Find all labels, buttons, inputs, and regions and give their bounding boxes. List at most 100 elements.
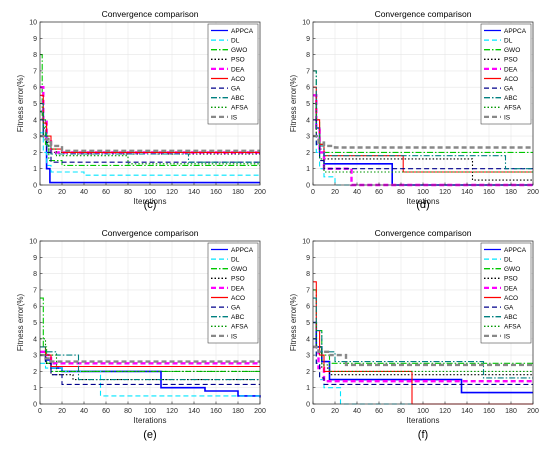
legend-label: ACO — [231, 76, 245, 83]
y-tick-label: 7 — [306, 68, 310, 75]
x-axis-label: Iterations — [407, 197, 440, 206]
series-line-dl — [40, 132, 260, 176]
x-tick-label: 120 — [439, 408, 451, 415]
y-tick-label: 4 — [33, 117, 37, 124]
y-tick-label: 1 — [306, 385, 310, 392]
series-line-gwo — [313, 289, 533, 364]
y-tick-label: 4 — [33, 336, 37, 343]
x-tick-label: 40 — [353, 189, 361, 196]
legend-label: IS — [231, 114, 238, 121]
x-axis-label: Iterations — [134, 197, 167, 206]
series-line-is — [313, 134, 533, 149]
y-tick-label: 9 — [33, 255, 37, 262]
legend: APPCA DL GWO PSO DEA ACO GA ABC AFSA IS — [207, 23, 259, 125]
x-tick-label: 20 — [331, 408, 339, 415]
legend-label: GWO — [504, 47, 520, 54]
y-tick-label: 1 — [33, 166, 37, 173]
y-tick-label: 7 — [33, 68, 37, 75]
series-line-afsa — [313, 321, 533, 372]
x-tick-label: 80 — [397, 189, 405, 196]
legend-label: GWO — [231, 47, 247, 54]
x-tick-label: 180 — [505, 189, 517, 196]
x-tick-label: 100 — [417, 408, 429, 415]
y-tick-label: 3 — [33, 134, 37, 141]
x-tick-label: 200 — [527, 189, 539, 196]
y-axis-label: Fitness error(%) — [289, 293, 298, 351]
y-tick-label: 2 — [33, 369, 37, 376]
x-tick-label: 200 — [527, 408, 539, 415]
y-tick-label: 9 — [306, 255, 310, 262]
legend-label: DL — [231, 257, 240, 264]
y-tick-label: 3 — [33, 353, 37, 360]
y-tick-label: 5 — [306, 320, 310, 327]
y-tick-label: 2 — [306, 369, 310, 376]
x-tick-label: 120 — [439, 189, 451, 196]
legend-label: DEA — [504, 285, 518, 292]
y-tick-label: 6 — [33, 85, 37, 92]
legend-box — [207, 23, 259, 125]
series-line-abc — [313, 297, 533, 379]
x-tick-label: 60 — [375, 189, 383, 196]
x-tick-label: 60 — [102, 189, 110, 196]
legend-label: ABC — [504, 314, 518, 321]
y-axis-label: Fitness error(%) — [289, 74, 298, 132]
series-line-afsa — [313, 102, 533, 173]
x-tick-label: 160 — [483, 189, 495, 196]
y-tick-label: 0 — [306, 402, 310, 409]
series-line-ga — [40, 354, 260, 385]
y-tick-label: 8 — [306, 271, 310, 278]
legend-label: PSO — [504, 276, 518, 283]
x-tick-label: 80 — [397, 408, 405, 415]
x-tick-label: 200 — [254, 189, 266, 196]
chart-title: Convergence comparison — [102, 9, 199, 19]
x-tick-label: 0 — [38, 408, 42, 415]
chart-panel: 0 20 40 60 80 100 120 140 160 180 200 0 1 2 3 4 5 6 7 8 9 10 C… — [289, 9, 539, 211]
y-tick-label: 6 — [33, 304, 37, 311]
chart-title: Convergence comparison — [102, 228, 199, 238]
x-tick-label: 180 — [232, 408, 244, 415]
legend-box — [480, 242, 532, 344]
series-line-is — [313, 345, 533, 367]
y-tick-label: 8 — [306, 52, 310, 59]
panel-caption: (e) — [143, 429, 156, 441]
y-tick-label: 3 — [306, 134, 310, 141]
legend-box — [480, 23, 532, 125]
y-tick-label: 2 — [33, 150, 37, 157]
legend: APPCA DL GWO PSO DEA ACO GA ABC AFSA IS — [480, 242, 532, 344]
x-tick-label: 140 — [461, 408, 473, 415]
y-axis-label: Fitness error(%) — [16, 293, 25, 351]
series-line-is — [40, 134, 260, 152]
x-tick-label: 160 — [483, 408, 495, 415]
legend-label: ACO — [504, 295, 518, 302]
x-tick-label: 200 — [254, 408, 266, 415]
legend-label: PSO — [231, 276, 245, 283]
y-tick-label: 4 — [306, 117, 310, 124]
legend-label: PSO — [231, 57, 245, 64]
chart-title: Convergence comparison — [375, 9, 472, 19]
y-tick-label: 8 — [33, 52, 37, 59]
legend: APPCA DL GWO PSO DEA ACO GA ABC AFSA IS — [480, 23, 532, 125]
x-tick-label: 40 — [80, 189, 88, 196]
legend-box — [207, 242, 259, 344]
x-tick-label: 0 — [38, 189, 42, 196]
y-tick-label: 7 — [306, 287, 310, 294]
y-tick-label: 2 — [306, 150, 310, 157]
x-tick-label: 120 — [166, 189, 178, 196]
x-tick-label: 0 — [311, 408, 315, 415]
legend-label: APPCA — [504, 247, 527, 254]
y-tick-label: 1 — [33, 385, 37, 392]
legend-label: DL — [231, 38, 240, 45]
series-line-dl — [40, 362, 260, 397]
y-tick-label: 6 — [306, 85, 310, 92]
x-axis-label: Iterations — [134, 416, 167, 425]
x-tick-label: 140 — [461, 189, 473, 196]
y-tick-label: 0 — [33, 402, 37, 409]
legend-label: ABC — [504, 95, 518, 102]
legend-label: DL — [504, 257, 513, 264]
x-tick-label: 100 — [144, 408, 156, 415]
legend-label: IS — [504, 114, 511, 121]
legend: APPCA DL GWO PSO DEA ACO GA ABC AFSA IS — [207, 242, 259, 344]
x-tick-label: 20 — [58, 408, 66, 415]
y-tick-label: 8 — [33, 271, 37, 278]
